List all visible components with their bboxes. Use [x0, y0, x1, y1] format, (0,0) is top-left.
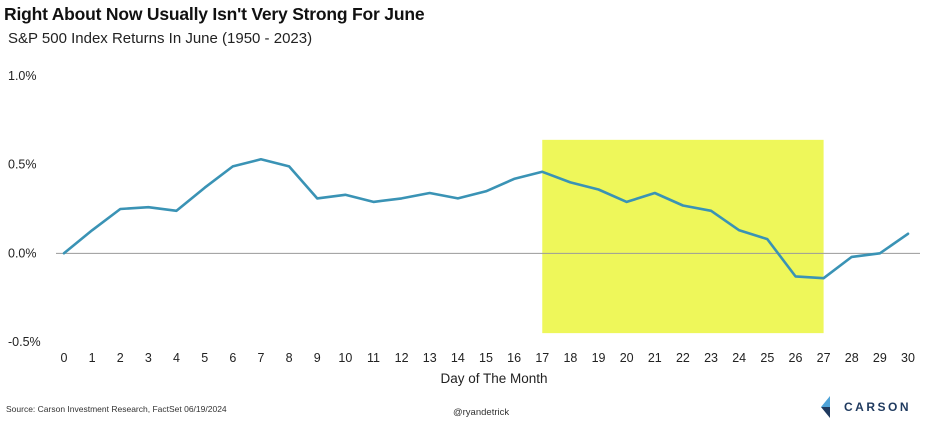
x-tick-label: 12	[395, 351, 409, 365]
x-tick-label: 16	[507, 351, 521, 365]
x-tick-label: 14	[451, 351, 465, 365]
x-tick-label: 4	[173, 351, 180, 365]
x-axis-label: Day of The Month	[440, 371, 547, 386]
x-tick-label: 21	[648, 351, 662, 365]
x-tick-label: 0	[61, 351, 68, 365]
x-tick-label: 25	[760, 351, 774, 365]
x-tick-label: 18	[563, 351, 577, 365]
x-tick-label: 9	[314, 351, 321, 365]
x-tick-label: 28	[845, 351, 859, 365]
x-tick-label: 3	[145, 351, 152, 365]
x-tick-label: 10	[338, 351, 352, 365]
x-tick-label: 24	[732, 351, 746, 365]
y-tick-label: -0.5%	[8, 335, 41, 349]
source-note: Source: Carson Investment Research, Fact…	[6, 404, 227, 414]
carson-logo-icon	[821, 396, 830, 418]
x-tick-label: 2	[117, 351, 124, 365]
x-tick-label: 26	[789, 351, 803, 365]
y-tick-label: 0.5%	[8, 158, 37, 172]
y-tick-label: 0.0%	[8, 246, 37, 260]
x-tick-label: 30	[901, 351, 915, 365]
carson-logo-text: CARSON	[844, 400, 912, 414]
x-tick-label: 22	[676, 351, 690, 365]
x-tick-label: 7	[257, 351, 264, 365]
x-tick-label: 17	[535, 351, 549, 365]
x-tick-label: 29	[873, 351, 887, 365]
x-tick-label: 13	[423, 351, 437, 365]
y-tick-label: 1.0%	[8, 69, 37, 83]
carson-logo: CARSON	[818, 396, 911, 418]
author-handle: @ryandetrick	[453, 407, 510, 418]
highlight-region	[542, 139, 824, 334]
x-tick-label: 23	[704, 351, 718, 365]
x-tick-label: 11	[367, 351, 380, 365]
chart-title: Right About Now Usually Isn't Very Stron…	[4, 4, 425, 24]
x-tick-label: 20	[620, 351, 634, 365]
x-tick-label: 27	[817, 351, 831, 365]
x-tick-label: 19	[592, 351, 606, 365]
x-tick-label: 6	[229, 351, 236, 365]
chart-subtitle: S&P 500 Index Returns In June (1950 - 20…	[8, 30, 313, 47]
x-tick-label: 1	[89, 351, 96, 365]
series-line	[62, 158, 910, 280]
x-tick-label: 5	[201, 351, 208, 365]
x-tick-label: 8	[286, 351, 293, 365]
x-tick-label: 15	[479, 351, 493, 365]
